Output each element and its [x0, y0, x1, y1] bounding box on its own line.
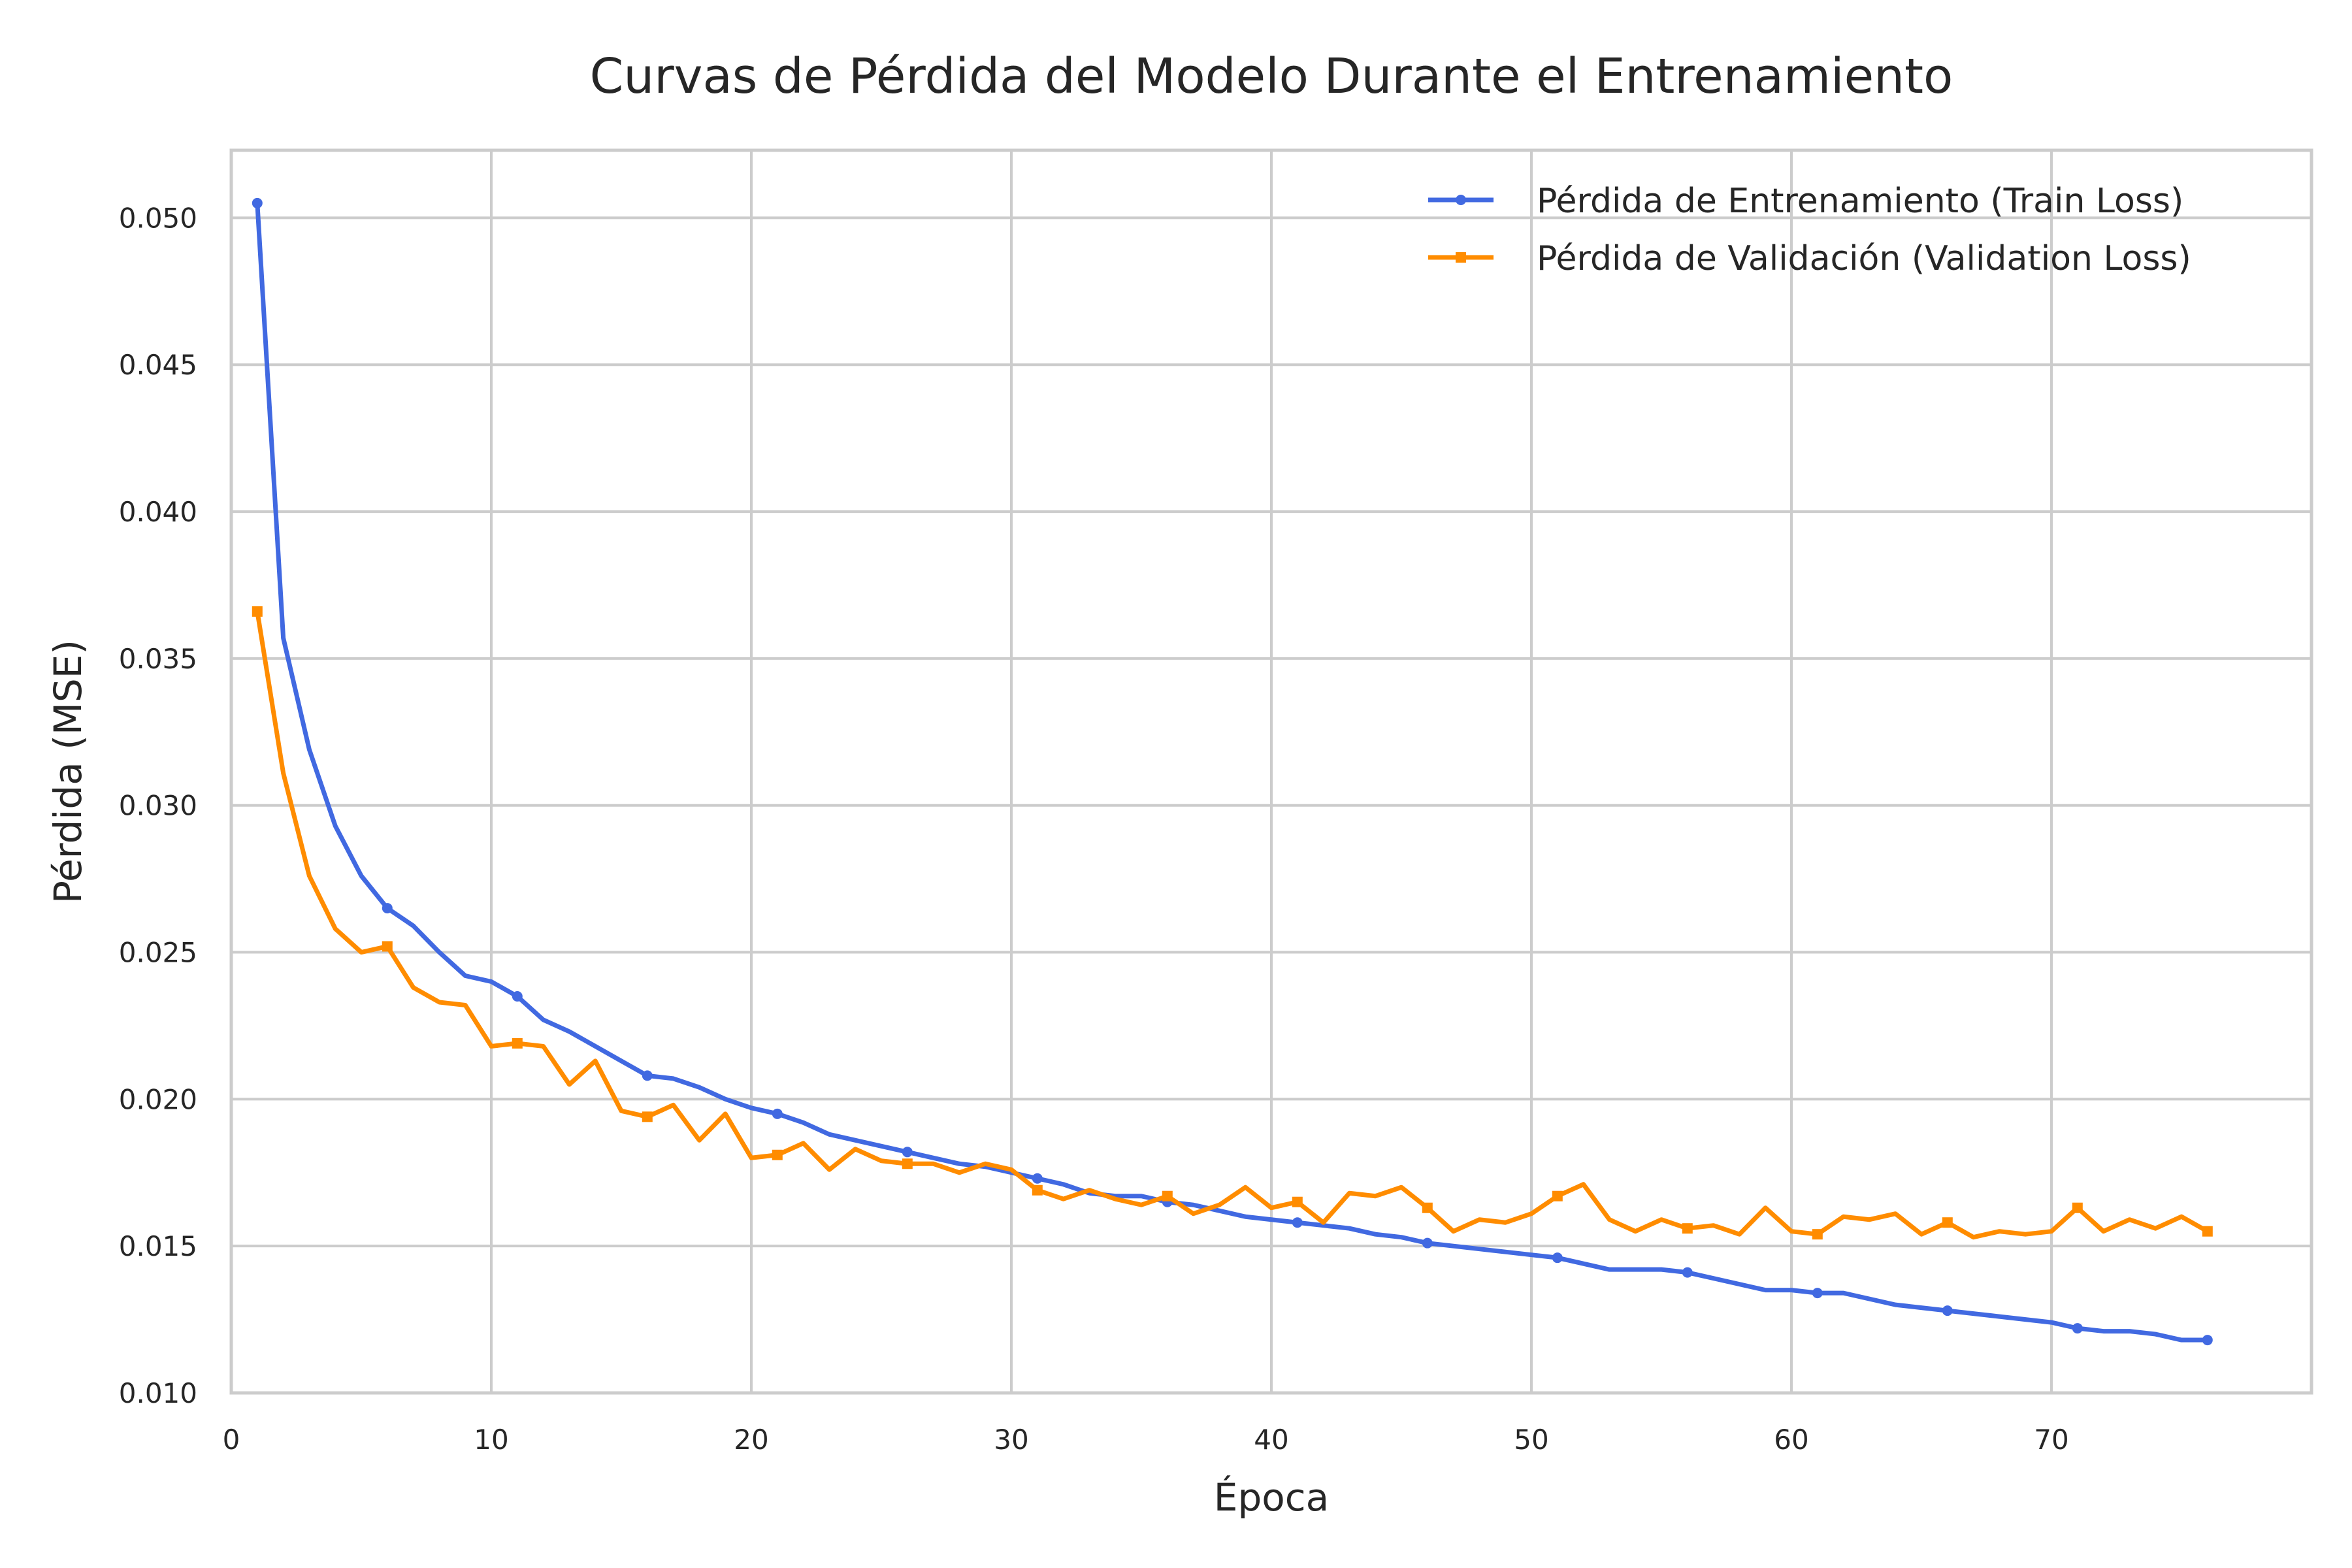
validation-point-marker	[382, 941, 393, 952]
validation-point-marker	[1942, 1217, 1953, 1228]
series-layer	[252, 197, 2213, 1346]
validation-point-marker	[902, 1158, 913, 1169]
legend-marker-validation	[1456, 252, 1466, 263]
y-tick-label: 0.015	[119, 1230, 197, 1262]
train-point-marker	[772, 1108, 783, 1119]
y-tick-label: 0.040	[119, 496, 197, 528]
y-tick-label: 0.035	[119, 643, 197, 675]
train-point-marker	[1422, 1237, 1433, 1249]
x-tick-label: 30	[994, 1424, 1028, 1456]
x-tick-label: 20	[734, 1424, 768, 1456]
legend: Pérdida de Entrenamiento (Train Loss) Pé…	[1428, 182, 2191, 278]
legend-marker-train	[1456, 195, 1466, 205]
y-tick-label: 0.025	[119, 937, 197, 969]
x-tick-label: 50	[1514, 1424, 1548, 1456]
validation-point-marker	[1812, 1229, 1823, 1240]
x-tick-label: 40	[1254, 1424, 1288, 1456]
validation-point-marker	[2202, 1226, 2213, 1237]
validation-point-marker	[772, 1149, 783, 1160]
legend-label-train: Pérdida de Entrenamiento (Train Loss)	[1537, 182, 2183, 221]
validation-point-marker	[2072, 1202, 2083, 1213]
train-point-marker	[1682, 1267, 1693, 1278]
validation-point-marker	[1552, 1190, 1563, 1201]
x-tick-label: 10	[474, 1424, 508, 1456]
x-axis-ticks: 0 10 20 30 40 50 60 70	[223, 1424, 2069, 1456]
train-point-marker	[1812, 1288, 1823, 1299]
plot-frame	[229, 148, 2313, 1395]
x-tick-label: 70	[2034, 1424, 2068, 1456]
train-point-marker	[642, 1070, 653, 1081]
y-axis-ticks: 0.010 0.015 0.020 0.025 0.030 0.035 0.040 0.045…	[119, 202, 197, 1409]
chart-title: Curvas de Pérdida del Modelo Durante el …	[590, 48, 1953, 105]
y-tick-label: 0.045	[119, 349, 197, 381]
validation-point-marker	[512, 1037, 523, 1049]
validation-point-marker	[1032, 1184, 1043, 1196]
train-point-marker	[1032, 1173, 1043, 1184]
validation-point-marker	[252, 606, 263, 617]
legend-label-validation: Pérdida de Validación (Validation Loss)	[1537, 239, 2191, 278]
series-line-validation	[255, 609, 2210, 1240]
validation-point-marker	[1162, 1190, 1173, 1201]
y-tick-label: 0.020	[119, 1083, 197, 1115]
train-point-marker	[902, 1147, 913, 1158]
series-line-train	[255, 201, 2210, 1343]
validation-point-marker	[642, 1111, 653, 1122]
validation-point-marker	[1292, 1196, 1303, 1207]
x-tick-label: 0	[223, 1424, 240, 1456]
x-axis-label: Época	[1214, 1475, 1329, 1520]
grid	[231, 150, 2311, 1393]
train-point-marker	[1942, 1305, 1953, 1316]
train-point-marker	[382, 903, 393, 914]
y-tick-label: 0.010	[119, 1377, 197, 1409]
train-point-marker	[2202, 1335, 2213, 1346]
validation-point-marker	[1682, 1223, 1693, 1234]
train-point-marker	[1292, 1217, 1303, 1228]
train-point-marker	[252, 197, 263, 208]
y-tick-label: 0.030	[119, 790, 197, 822]
y-axis-label: Pérdida (MSE)	[46, 640, 90, 904]
train-point-marker	[512, 990, 523, 1002]
validation-point-marker	[1422, 1202, 1433, 1213]
x-tick-label: 60	[1774, 1424, 1808, 1456]
y-tick-label: 0.050	[119, 202, 197, 234]
train-point-marker	[1552, 1252, 1563, 1264]
train-point-marker	[2072, 1323, 2083, 1334]
